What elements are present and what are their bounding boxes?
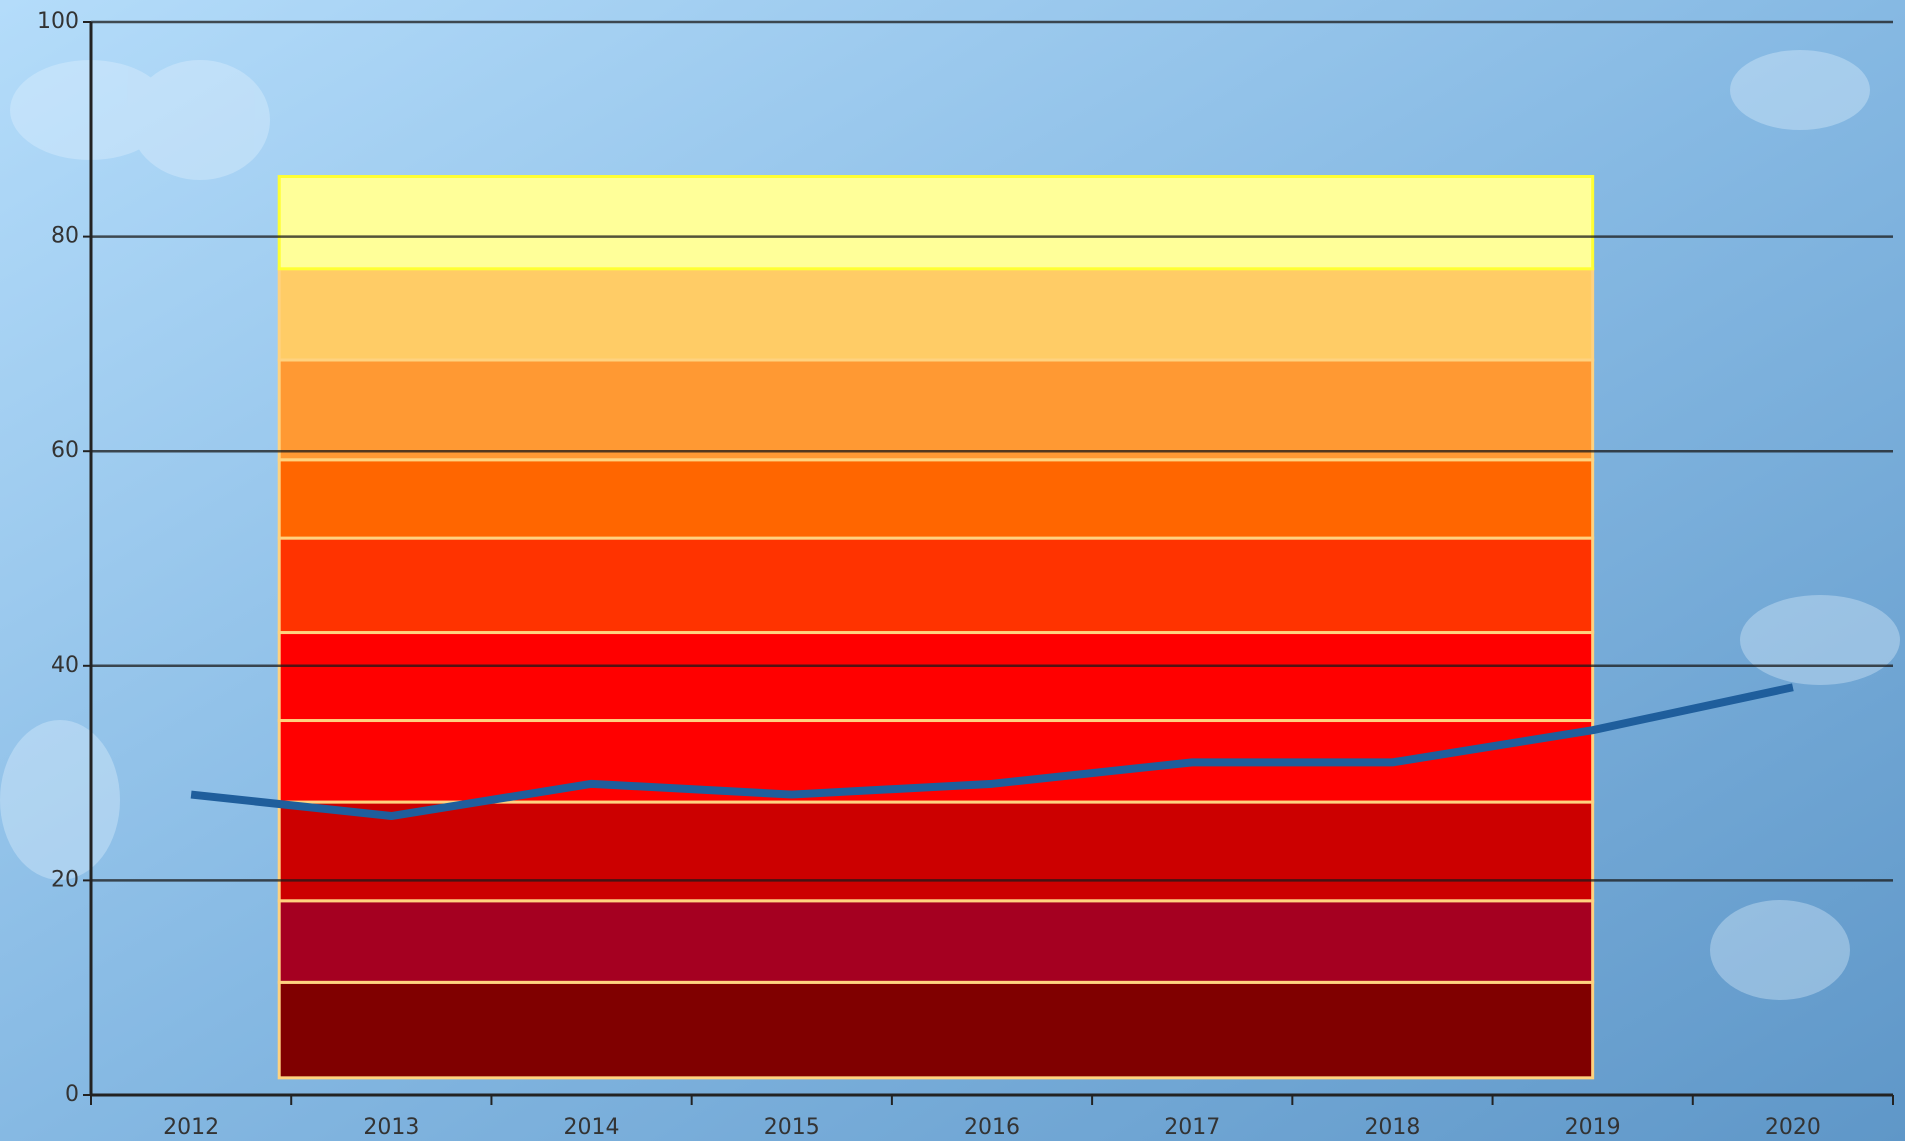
x-tick-label: 2013 <box>363 1115 419 1140</box>
x-tick-label: 2020 <box>1765 1115 1821 1140</box>
y-tick-label: 80 <box>51 224 79 249</box>
band <box>279 982 1592 1077</box>
y-tick-label: 0 <box>65 1082 79 1107</box>
x-tick-label: 2019 <box>1565 1115 1621 1140</box>
y-tick-label: 60 <box>51 438 79 463</box>
band <box>279 360 1592 460</box>
band <box>279 460 1592 538</box>
band <box>279 177 1592 269</box>
x-tick-label: 2012 <box>163 1115 219 1140</box>
chart: 0 20 40 60 80 100 2012 2013 2014 2015 2016 2017 2018… <box>0 0 1905 1141</box>
y-tick-label: 100 <box>37 9 79 34</box>
x-tick-label: 2018 <box>1364 1115 1420 1140</box>
band <box>279 802 1592 901</box>
band <box>279 538 1592 632</box>
x-tick-label: 2017 <box>1164 1115 1220 1140</box>
x-tick-label: 2014 <box>564 1115 620 1140</box>
band <box>279 269 1592 360</box>
band <box>279 901 1592 983</box>
x-tick-label: 2016 <box>964 1115 1020 1140</box>
y-tick-label: 20 <box>51 867 79 892</box>
x-tick-label: 2015 <box>764 1115 820 1140</box>
band <box>279 633 1592 721</box>
y-tick-label: 40 <box>51 653 79 678</box>
